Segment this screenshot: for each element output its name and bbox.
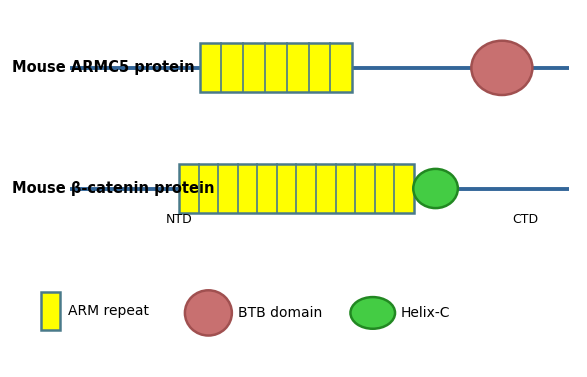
- Text: NTD: NTD: [166, 213, 193, 226]
- Text: Helix-C: Helix-C: [400, 306, 450, 320]
- Bar: [41, 292, 60, 330]
- Text: CTD: CTD: [512, 213, 538, 226]
- Ellipse shape: [185, 290, 232, 336]
- Text: Mouse β-catenin protein: Mouse β-catenin protein: [12, 181, 214, 196]
- Ellipse shape: [350, 297, 395, 329]
- Text: BTB domain: BTB domain: [238, 306, 322, 320]
- Text: Mouse ARMC5 protein: Mouse ARMC5 protein: [12, 60, 194, 75]
- Bar: [179, 164, 414, 213]
- Ellipse shape: [413, 169, 458, 208]
- Ellipse shape: [471, 41, 532, 95]
- Bar: [200, 43, 352, 92]
- Text: ARM repeat: ARM repeat: [68, 304, 149, 318]
